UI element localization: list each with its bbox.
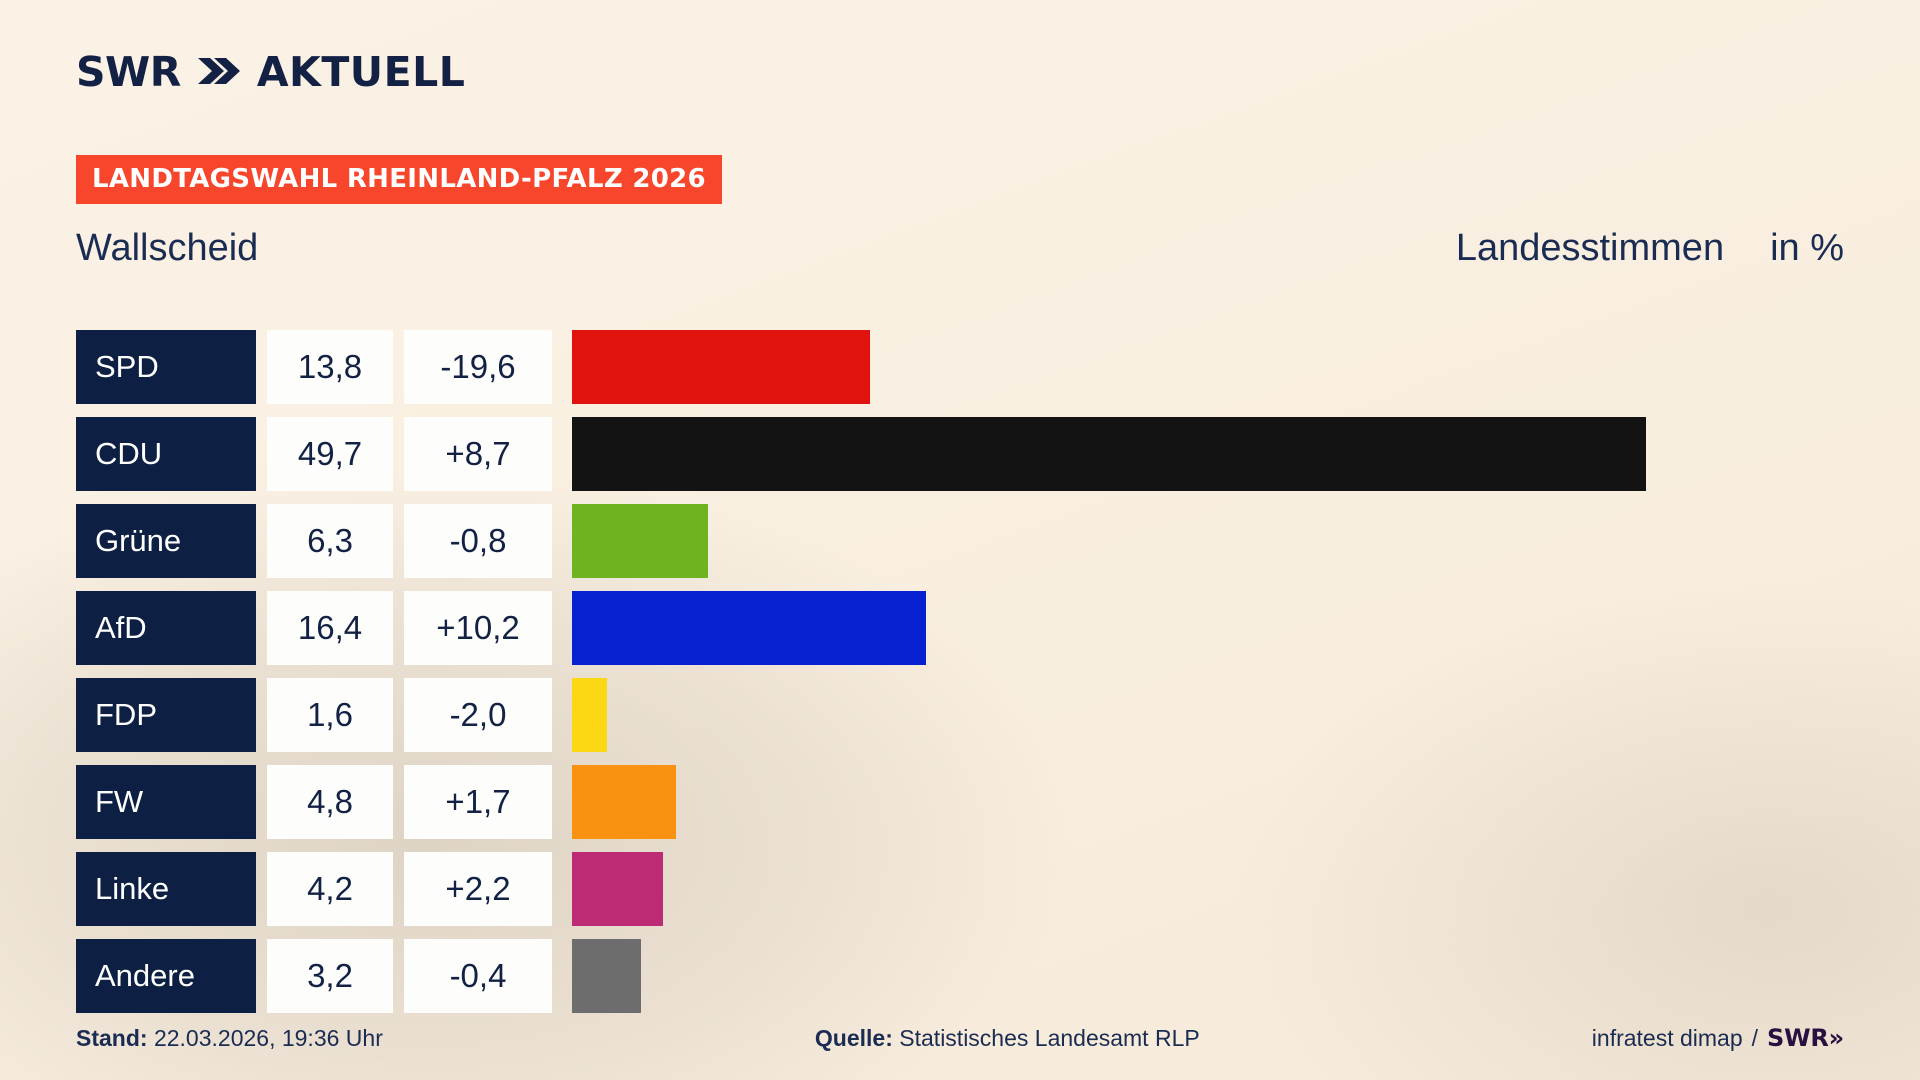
bar-track [572, 417, 1906, 491]
party-share-value: 3,2 [267, 939, 393, 1013]
credit-agency: infratest dimap [1591, 1024, 1743, 1051]
stand-label: Stand: [76, 1024, 148, 1051]
party-bar [572, 417, 1646, 491]
aktuell-wordmark: AKTUELL [256, 48, 466, 96]
party-label: Grüne [76, 504, 256, 578]
party-label: CDU [76, 417, 256, 491]
bar-track [572, 852, 1906, 926]
party-change-value: -2,0 [404, 678, 552, 752]
table-row: AfD 16,4 +10,2 [76, 591, 1906, 665]
party-label: FDP [76, 678, 256, 752]
table-row: Grüne 6,3 -0,8 [76, 504, 1906, 578]
party-change-value: -19,6 [404, 330, 552, 404]
party-label: FW [76, 765, 256, 839]
footer: Stand: 22.03.2026, 19:36 Uhr Quelle: Sta… [76, 1018, 1844, 1058]
party-share-value: 1,6 [267, 678, 393, 752]
party-share-value: 4,8 [267, 765, 393, 839]
vote-meta: Landesstimmen in % [1456, 227, 1844, 270]
party-change-value: +8,7 [404, 417, 552, 491]
table-row: Andere 3,2 -0,4 [76, 939, 1906, 1013]
bar-track [572, 504, 1906, 578]
party-share-value: 6,3 [267, 504, 393, 578]
bar-track [572, 591, 1906, 665]
party-bar [572, 591, 927, 665]
table-row: Linke 4,2 +2,2 [76, 852, 1906, 926]
party-share-value: 4,2 [267, 852, 393, 926]
bar-track [572, 678, 1906, 752]
party-bar [572, 678, 607, 752]
party-bar [572, 852, 663, 926]
bar-track [572, 330, 1906, 404]
party-change-value: -0,4 [404, 939, 552, 1013]
party-share-value: 16,4 [267, 591, 393, 665]
party-label: Andere [76, 939, 256, 1013]
results-table: SPD 13,8 -19,6 CDU 49,7 +8,7 Grüne 6,3 -0,8 AfD 16… [76, 330, 1906, 1013]
source-info: Quelle: Statistisches Landesamt RLP [383, 1025, 1592, 1052]
party-change-value: +2,2 [404, 852, 552, 926]
party-bar [572, 504, 709, 578]
party-bar [572, 939, 642, 1013]
party-share-value: 13,8 [267, 330, 393, 404]
party-change-value: +1,7 [404, 765, 552, 839]
table-row: FDP 1,6 -2,0 [76, 678, 1906, 752]
party-label: SPD [76, 330, 256, 404]
party-change-value: -0,8 [404, 504, 552, 578]
party-label: AfD [76, 591, 256, 665]
swr-aktuell-logo: SWR AKTUELL [76, 52, 465, 93]
bar-track [572, 939, 1906, 1013]
source-value: Statistisches Landesamt RLP [899, 1024, 1200, 1051]
double-chevron-icon [197, 56, 241, 90]
stand-info: Stand: 22.03.2026, 19:36 Uhr [76, 1025, 383, 1052]
party-change-value: +10,2 [404, 591, 552, 665]
election-badge: LANDTAGSWAHL RHEINLAND-PFALZ 2026 [76, 155, 722, 204]
party-bar [572, 330, 871, 404]
bar-track [572, 765, 1906, 839]
stand-value: 22.03.2026, 19:36 Uhr [153, 1024, 383, 1051]
party-label: Linke [76, 852, 256, 926]
credit-swr-logo: SWR» [1767, 1024, 1844, 1052]
party-share-value: 49,7 [267, 417, 393, 491]
credit: infratest dimap / SWR» [1592, 1024, 1844, 1052]
credit-separator: / [1751, 1024, 1759, 1051]
table-row: CDU 49,7 +8,7 [76, 417, 1906, 491]
vote-type-label: Landesstimmen [1455, 226, 1725, 269]
party-bar [572, 765, 676, 839]
page-title: Wallscheid [76, 226, 259, 269]
source-label: Quelle: [814, 1024, 893, 1051]
table-row: SPD 13,8 -19,6 [76, 330, 1906, 404]
swr-wordmark: SWR [76, 48, 181, 96]
table-row: FW 4,8 +1,7 [76, 765, 1906, 839]
unit-label: in % [1770, 226, 1844, 269]
subtitle-row: Wallscheid Landesstimmen in % [76, 220, 1844, 276]
